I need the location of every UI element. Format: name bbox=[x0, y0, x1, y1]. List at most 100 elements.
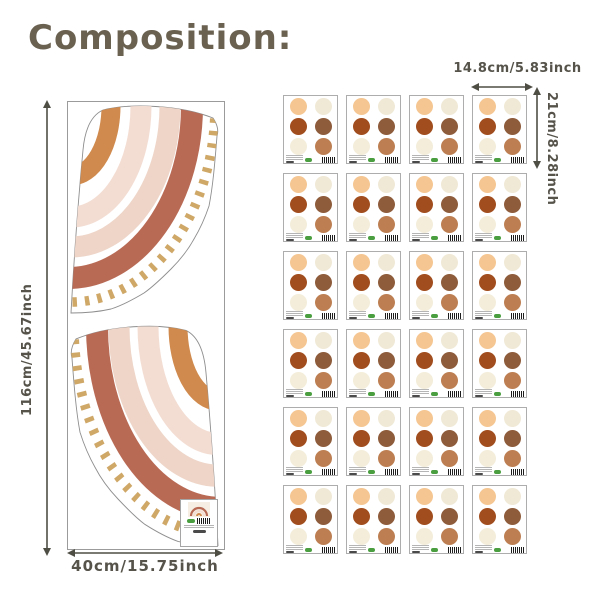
dot-cluster bbox=[284, 408, 337, 467]
sheet-footer bbox=[284, 389, 337, 398]
color-dot bbox=[415, 410, 433, 427]
barcode bbox=[511, 157, 524, 163]
color-dot bbox=[289, 254, 307, 271]
color-dot bbox=[289, 430, 307, 447]
color-dot bbox=[478, 176, 496, 193]
sticker-sheet bbox=[346, 485, 401, 554]
color-dot bbox=[314, 528, 332, 545]
sheet-fineprint bbox=[349, 155, 366, 163]
dot-cluster bbox=[347, 174, 400, 233]
color-dot bbox=[314, 254, 332, 271]
color-dot bbox=[377, 118, 395, 135]
color-dot bbox=[440, 488, 458, 505]
color-dot bbox=[352, 372, 370, 389]
color-dot bbox=[352, 352, 370, 369]
sheet-footer bbox=[284, 311, 337, 320]
color-dot bbox=[415, 118, 433, 135]
dot-cluster bbox=[284, 174, 337, 233]
color-dot bbox=[440, 332, 458, 349]
color-dot bbox=[478, 332, 496, 349]
color-dot bbox=[314, 138, 332, 155]
color-dot bbox=[478, 254, 496, 271]
color-dot bbox=[289, 488, 307, 505]
color-dot bbox=[415, 488, 433, 505]
sheet-fineprint bbox=[286, 233, 303, 241]
dot-cluster bbox=[347, 96, 400, 155]
color-dot bbox=[289, 176, 307, 193]
height-arrow bbox=[43, 100, 51, 556]
brand-logo-icon bbox=[431, 548, 438, 552]
sheet-fineprint bbox=[286, 155, 303, 163]
page-title: Composition: bbox=[28, 18, 293, 58]
color-dot bbox=[503, 332, 521, 349]
color-dot bbox=[352, 508, 370, 525]
sheet-fineprint bbox=[412, 545, 429, 553]
color-dot bbox=[478, 216, 496, 233]
color-dot bbox=[503, 430, 521, 447]
color-dot bbox=[314, 488, 332, 505]
barcode bbox=[322, 469, 335, 475]
color-dot bbox=[314, 372, 332, 389]
barcode bbox=[385, 235, 398, 241]
sticker-sheet bbox=[472, 485, 527, 554]
sheet-footer bbox=[410, 233, 463, 242]
barcode bbox=[385, 391, 398, 397]
sheet-footer bbox=[284, 233, 337, 242]
dot-cluster bbox=[473, 330, 526, 389]
sheet-footer bbox=[473, 545, 526, 554]
color-dot bbox=[415, 196, 433, 213]
color-dot bbox=[440, 352, 458, 369]
sheet-fineprint bbox=[412, 467, 429, 475]
dot-cluster bbox=[473, 408, 526, 467]
color-dot bbox=[377, 352, 395, 369]
color-dot bbox=[314, 196, 332, 213]
decal-height-label: 116cm/45.67inch bbox=[20, 283, 35, 417]
brand-logo-icon bbox=[431, 236, 438, 240]
brand-logo-icon bbox=[305, 314, 312, 318]
sheet-fineprint bbox=[349, 545, 366, 553]
color-dot bbox=[377, 274, 395, 291]
color-dot bbox=[352, 430, 370, 447]
color-dot bbox=[352, 176, 370, 193]
color-dot bbox=[352, 138, 370, 155]
sticker-sheet bbox=[472, 95, 527, 164]
brand-logo-icon bbox=[368, 158, 375, 162]
color-dot bbox=[352, 410, 370, 427]
color-dot bbox=[377, 254, 395, 271]
sheet-footer bbox=[473, 233, 526, 242]
sheet-fineprint bbox=[286, 389, 303, 397]
barcode bbox=[448, 547, 461, 553]
color-dot bbox=[503, 528, 521, 545]
sticker-sheet bbox=[472, 329, 527, 398]
sheet-fineprint bbox=[412, 311, 429, 319]
brand-logo-icon bbox=[305, 470, 312, 474]
color-dot bbox=[440, 138, 458, 155]
dot-cluster bbox=[410, 486, 463, 545]
brand-logo-icon bbox=[494, 470, 501, 474]
color-dot bbox=[440, 176, 458, 193]
color-dot bbox=[377, 196, 395, 213]
color-dot bbox=[415, 528, 433, 545]
sheet-footer bbox=[347, 389, 400, 398]
color-dot bbox=[503, 254, 521, 271]
color-dot bbox=[314, 410, 332, 427]
sheet-fineprint bbox=[349, 311, 366, 319]
color-dot bbox=[289, 508, 307, 525]
color-dot bbox=[415, 254, 433, 271]
color-dot bbox=[503, 372, 521, 389]
sticker-sheet bbox=[283, 407, 338, 476]
fineprint-line bbox=[184, 525, 214, 526]
dot-cluster bbox=[347, 408, 400, 467]
color-dot bbox=[478, 274, 496, 291]
brand-logo-icon bbox=[431, 158, 438, 162]
color-dot bbox=[503, 138, 521, 155]
color-dot bbox=[503, 196, 521, 213]
color-dot bbox=[503, 98, 521, 115]
sticker-sheet bbox=[409, 485, 464, 554]
color-dot bbox=[478, 430, 496, 447]
color-dot bbox=[352, 196, 370, 213]
sheet-footer bbox=[347, 155, 400, 164]
color-dot bbox=[440, 372, 458, 389]
barcode bbox=[511, 313, 524, 319]
barcode bbox=[322, 235, 335, 241]
